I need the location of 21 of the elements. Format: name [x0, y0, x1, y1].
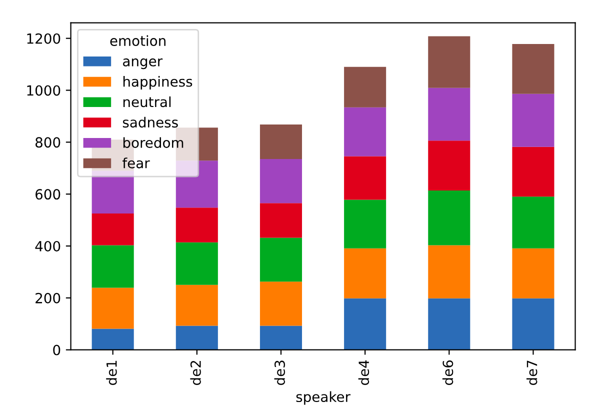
- x-tick-label: de7: [526, 360, 538, 385]
- legend-label: happiness: [123, 76, 192, 90]
- x-tick-label: de1: [106, 360, 117, 385]
- y-tick-label: 1000: [27, 85, 60, 96]
- legend-label: anger: [123, 58, 163, 70]
- x-tick-label: de2: [190, 360, 201, 385]
- y-tick-label: 1200: [27, 33, 60, 44]
- legend-title: emotion: [110, 35, 166, 46]
- x-axis-title: speaker: [296, 391, 350, 405]
- x-tick-label: de6: [442, 360, 454, 385]
- y-tick-label: 400: [35, 240, 60, 252]
- y-tick-label: 600: [36, 189, 60, 200]
- y-tick-label: 800: [36, 137, 60, 148]
- x-tick-label: de3: [274, 360, 286, 385]
- x-tick-label: de4: [358, 360, 370, 385]
- legend-label: neutral: [123, 96, 171, 108]
- legend-label: boredom: [123, 137, 184, 148]
- y-tick-label: 0: [53, 344, 60, 356]
- legend-label: sadness: [122, 116, 178, 128]
- legend-label: fear: [122, 158, 150, 168]
- y-tick-label: 200: [36, 292, 60, 304]
